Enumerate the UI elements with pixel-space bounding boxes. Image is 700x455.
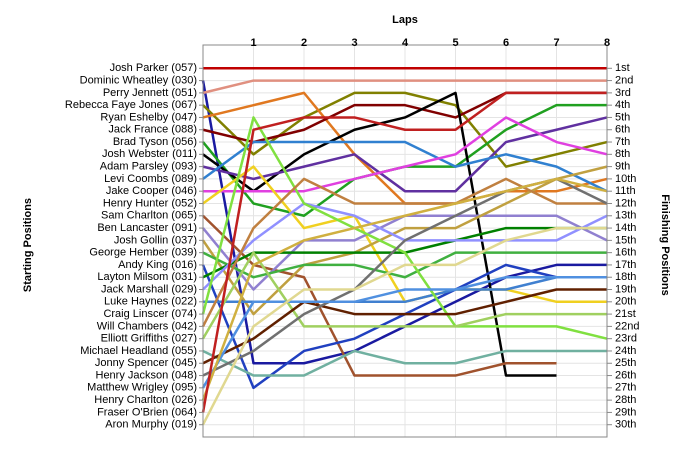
y2-tick-label: 16th — [615, 247, 636, 259]
x-tick-label: 4 — [402, 37, 409, 49]
legend-label: Adam Parsley (093) — [100, 161, 197, 173]
legend-label: Brad Tyson (056) — [113, 136, 197, 148]
legend-label: Rebecca Faye Jones (067) — [65, 99, 197, 111]
legend-label: Fraser O'Brien (064) — [97, 406, 197, 418]
x-tick-label: 3 — [351, 37, 357, 49]
y2-tick-label: 12th — [615, 197, 636, 209]
y2-tick-label: 3rd — [615, 87, 631, 99]
legend-label: Josh Gollin (037) — [114, 234, 197, 246]
legend-label: Ryan Eshelby (047) — [100, 111, 197, 123]
legend-label: George Hember (039) — [89, 247, 197, 259]
y2-tick-label: 24th — [615, 345, 636, 357]
legend-label: Jake Cooper (046) — [106, 185, 197, 197]
series-line — [201, 116, 608, 340]
series-line — [202, 349, 607, 377]
y2-tick-label: 14th — [615, 222, 636, 234]
legend-label: Levi Coombs (089) — [104, 173, 197, 185]
y2-tick-label: 5th — [615, 111, 630, 123]
series-line — [201, 165, 608, 316]
y2-tick-label: 2nd — [615, 74, 633, 86]
y2-tick-label: 22nd — [615, 320, 639, 332]
y2-tick-label: 11th — [615, 185, 636, 197]
series-line — [201, 251, 607, 340]
plot-frame — [202, 44, 608, 438]
series-line — [203, 116, 608, 193]
y2-tick-label: 29th — [615, 406, 636, 418]
legend-label: Henry Jackson (048) — [96, 369, 198, 381]
y2-tick-label: 27th — [615, 382, 636, 394]
y2-axis-title: Finishing Positions — [659, 194, 671, 295]
y2-tick-label: 15th — [615, 234, 636, 246]
legend-label: Sam Charlton (065) — [101, 210, 197, 222]
series-line — [202, 140, 608, 193]
x-tick-label: 8 — [604, 37, 610, 49]
y2-tick-label: 1st — [615, 62, 630, 74]
legend-label: Andy King (016) — [118, 259, 197, 271]
legend-label: Craig Linscer (074) — [103, 308, 197, 320]
series-line — [201, 177, 608, 401]
y2-tick-label: 20th — [615, 296, 636, 308]
series-line — [202, 288, 607, 365]
chart-title: Laps — [392, 14, 418, 26]
x-tick-label: 2 — [301, 37, 307, 49]
y2-tick-label: 9th — [615, 161, 630, 173]
lines — [201, 67, 608, 426]
y2-tick-label: 7th — [615, 136, 630, 148]
x-tick-label: 5 — [452, 37, 458, 49]
y2-tick-label: 18th — [615, 271, 636, 283]
series-line — [202, 251, 607, 279]
y2-tick-label: 28th — [615, 394, 636, 406]
series-line — [201, 91, 607, 413]
legend-label: Henry Hunter (052) — [103, 197, 197, 209]
y2-tick-label: 19th — [615, 283, 636, 295]
y2-tick-label: 21st — [615, 308, 636, 320]
legend-label: Jack Marshall (029) — [101, 283, 197, 295]
y2-tick-label: 8th — [615, 148, 630, 160]
legend-label: Matthew Wrigley (095) — [87, 382, 197, 394]
legend-label: Jack France (088) — [108, 124, 197, 136]
legend-label: Henry Charlton (026) — [94, 394, 197, 406]
y2-tick-label: 17th — [615, 259, 636, 271]
series-line — [201, 275, 607, 389]
legend-label: Josh Parker (057) — [110, 62, 197, 74]
legend-label: Luke Haynes (022) — [104, 296, 197, 308]
legend-label: Aron Murphy (019) — [105, 419, 197, 431]
y2-tick-label: 25th — [615, 357, 636, 369]
series-line — [201, 226, 607, 426]
legend-label: Ben Lancaster (091) — [97, 222, 197, 234]
legend-label: Michael Headland (055) — [80, 345, 197, 357]
legend-label: Perry Jennett (051) — [103, 87, 197, 99]
y2-tick-label: 26th — [615, 369, 636, 381]
legend-label: Josh Webster (011) — [102, 148, 197, 160]
x-tick-label: 1 — [250, 37, 256, 49]
legend-label: Will Chambers (042) — [97, 320, 197, 332]
y2-tick-label: 23rd — [615, 333, 637, 345]
y2-tick-label: 13th — [615, 210, 636, 222]
y2-tick-label: 4th — [615, 99, 630, 111]
y2-tick-label: 30th — [615, 419, 636, 431]
x-tick-label: 7 — [553, 37, 559, 49]
series-line — [202, 79, 607, 95]
y-axis-title: Starting Positions — [22, 198, 34, 292]
legend-label: Jonny Spencer (045) — [95, 357, 197, 369]
series-line — [201, 177, 607, 327]
legend-label: Elliott Griffiths (027) — [101, 333, 197, 345]
x-tick-label: 6 — [503, 37, 509, 49]
legend-label: Layton Milsom (031) — [97, 271, 197, 283]
y2-tick-label: 6th — [615, 124, 630, 136]
y2-tick-label: 10th — [615, 173, 636, 185]
legend-label: Dominic Wheatley (030) — [80, 74, 197, 86]
